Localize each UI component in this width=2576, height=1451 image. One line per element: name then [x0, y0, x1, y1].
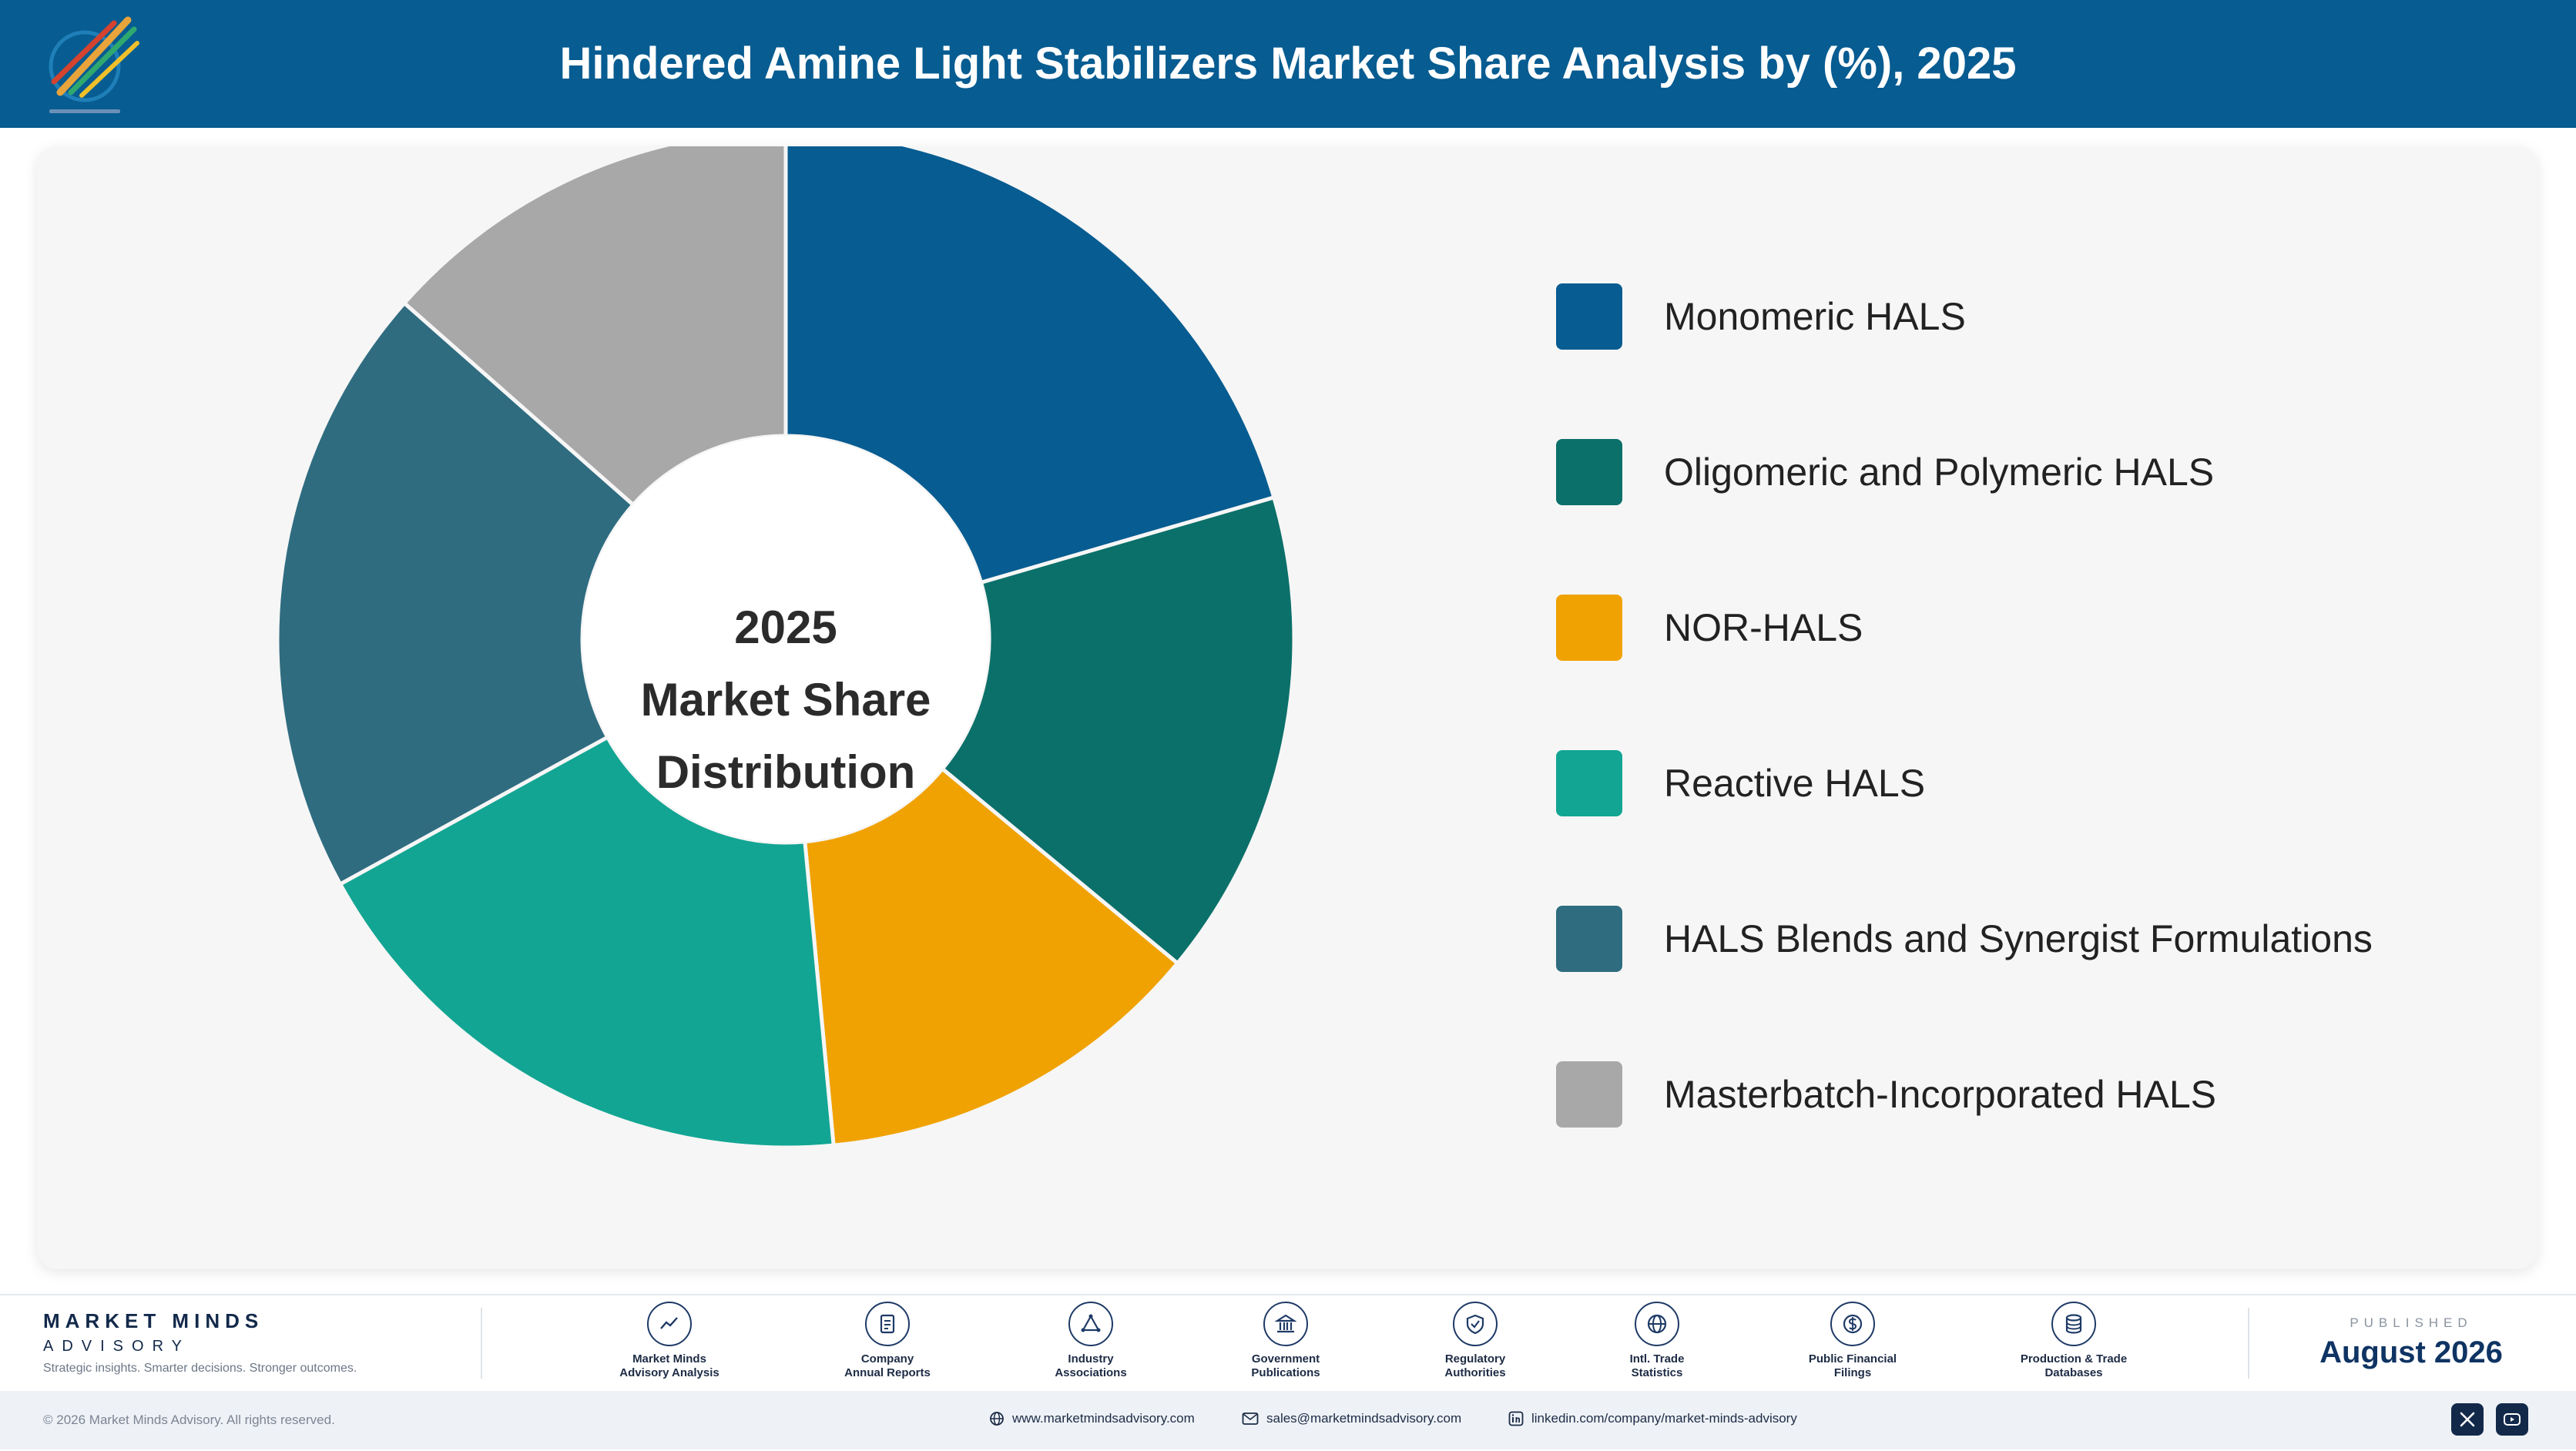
legend-label: Oligomeric and Polymeric HALS: [1664, 451, 2215, 494]
legend-swatch: [1556, 750, 1622, 816]
website-link[interactable]: www.marketmindsadvisory.com: [989, 1411, 1195, 1426]
legend-item[interactable]: Monomeric HALS: [1556, 283, 2558, 351]
brand-subtitle: ADVISORY: [43, 1338, 190, 1355]
source-item: Market Minds Advisory Analysis: [581, 1302, 758, 1380]
donut-chart: [275, 146, 1296, 1150]
chart-card: [37, 146, 2537, 1269]
legend-label: Monomeric HALS: [1664, 295, 1966, 338]
source-label: Government Publications: [1251, 1352, 1320, 1379]
email-text: sales@marketmindsadvisory.com: [1266, 1411, 1462, 1426]
page-title: Hindered Amine Light Stabilizers Market …: [559, 39, 2017, 89]
brand-name: MARKET MINDS: [43, 1309, 264, 1332]
source-item: Production & Trade Databases: [1985, 1302, 2162, 1380]
youtube-social-button[interactable]: [2496, 1403, 2528, 1436]
shield-check-icon: [1453, 1302, 1498, 1346]
legend-item[interactable]: Oligomeric and Polymeric HALS: [1556, 439, 2558, 507]
source-label: Intl. Trade Statistics: [1629, 1352, 1685, 1379]
linkedin-icon: [1508, 1411, 1524, 1426]
legend-item[interactable]: HALS Blends and Synergist Formulations: [1556, 906, 2558, 973]
source-item: Industry Associations: [1002, 1302, 1179, 1380]
globe-icon: [990, 1412, 1004, 1426]
legend-swatch: [1556, 283, 1622, 350]
legend-item[interactable]: Reactive HALS: [1556, 750, 2558, 818]
legend-label: Reactive HALS: [1664, 762, 1926, 805]
building-icon: [1263, 1302, 1308, 1346]
document-icon: [865, 1302, 910, 1346]
dollar-coin-icon: [1830, 1302, 1875, 1346]
legend-swatch: [1556, 439, 1622, 505]
network-icon: [1068, 1302, 1113, 1346]
legend-item[interactable]: Masterbatch-Incorporated HALS: [1556, 1061, 2558, 1129]
published-block: PUBLISHED August 2026: [2280, 1315, 2542, 1370]
legend-swatch: [1556, 1061, 1622, 1128]
legend-swatch: [1556, 595, 1622, 661]
legend-label: HALS Blends and Synergist Formulations: [1664, 917, 2373, 960]
company-logo: [49, 16, 139, 113]
database-icon: [2051, 1302, 2096, 1346]
legend-item[interactable]: NOR-HALS: [1556, 595, 2558, 662]
header-bar: Hindered Amine Light Stabilizers Market …: [0, 0, 2576, 128]
source-item: Company Annual Reports: [799, 1302, 976, 1380]
footer-divider: [2248, 1308, 2249, 1379]
bottom-bar: [0, 1391, 2576, 1449]
legend-swatch: [1556, 906, 1622, 972]
brand-tagline: Strategic insights. Smarter decisions. S…: [43, 1362, 357, 1375]
footer-divider: [481, 1308, 482, 1379]
youtube-icon: [2504, 1413, 2521, 1426]
published-date: August 2026: [2319, 1335, 2503, 1369]
website-text: www.marketmindsadvisory.com: [1012, 1411, 1195, 1426]
legend-label: Masterbatch-Incorporated HALS: [1664, 1073, 2217, 1116]
linkedin-link[interactable]: linkedin.com/company/market-minds-adviso…: [1508, 1411, 1797, 1426]
source-item: Intl. Trade Statistics: [1568, 1302, 1746, 1380]
globe-icon: [1635, 1302, 1679, 1346]
pie-slice-monomeric-hals[interactable]: [783, 146, 1276, 585]
linkedin-text: linkedin.com/company/market-minds-adviso…: [1531, 1411, 1797, 1426]
source-label: Production & Trade Databases: [2020, 1352, 2128, 1379]
mail-icon: [1242, 1412, 1259, 1425]
legend-label: NOR-HALS: [1664, 606, 1863, 649]
source-label: Public Financial Filings: [1808, 1352, 1897, 1379]
center-line-2: Market Share: [640, 674, 931, 726]
source-label: Industry Associations: [1055, 1352, 1127, 1379]
source-item: Government Publications: [1197, 1302, 1374, 1380]
published-label: PUBLISHED: [2350, 1315, 2473, 1330]
source-item: Regulatory Authorities: [1387, 1302, 1564, 1380]
source-label: Regulatory Authorities: [1444, 1352, 1506, 1379]
source-item: Public Financial Filings: [1764, 1302, 1941, 1380]
x-icon: [2460, 1412, 2475, 1427]
source-label: Market Minds Advisory Analysis: [619, 1352, 719, 1379]
center-line-3: Distribution: [656, 746, 916, 798]
footer-brand: MARKET MINDS ADVISORY Strategic insights…: [43, 1309, 357, 1376]
center-year: 2025: [734, 602, 837, 653]
email-link[interactable]: sales@marketmindsadvisory.com: [1242, 1411, 1461, 1426]
source-label: Company Annual Reports: [844, 1352, 931, 1379]
copyright-text: © 2026 Market Minds Advisory. All rights…: [43, 1412, 335, 1427]
donut-hole: [582, 436, 989, 843]
trend-line-icon: [647, 1302, 692, 1346]
x-social-button[interactable]: [2451, 1403, 2484, 1436]
